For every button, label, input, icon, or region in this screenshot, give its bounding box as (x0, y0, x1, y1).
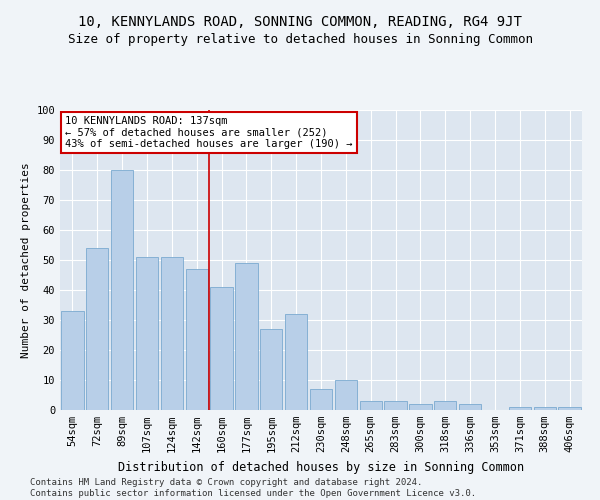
Bar (161, 257, 183, 410)
Bar (260, 329, 283, 410)
Bar (409, 404, 431, 410)
Bar (559, 407, 581, 410)
Bar (136, 257, 158, 410)
Bar (335, 380, 357, 410)
Bar (86, 248, 109, 410)
Text: Size of property relative to detached houses in Sonning Common: Size of property relative to detached ho… (67, 32, 533, 46)
Text: 10, KENNYLANDS ROAD, SONNING COMMON, READING, RG4 9JT: 10, KENNYLANDS ROAD, SONNING COMMON, REA… (78, 15, 522, 29)
Bar (61, 311, 83, 410)
Bar (385, 401, 407, 410)
Bar (185, 269, 208, 410)
Bar (509, 407, 531, 410)
Bar (533, 407, 556, 410)
Bar (359, 401, 382, 410)
Bar (434, 401, 457, 410)
Bar (310, 389, 332, 410)
Bar (211, 287, 233, 410)
X-axis label: Distribution of detached houses by size in Sonning Common: Distribution of detached houses by size … (118, 460, 524, 473)
Text: Contains HM Land Registry data © Crown copyright and database right 2024.
Contai: Contains HM Land Registry data © Crown c… (30, 478, 476, 498)
Bar (235, 263, 257, 410)
Text: 10 KENNYLANDS ROAD: 137sqm
← 57% of detached houses are smaller (252)
43% of sem: 10 KENNYLANDS ROAD: 137sqm ← 57% of deta… (65, 116, 353, 149)
Bar (111, 170, 133, 410)
Bar (459, 404, 481, 410)
Bar (285, 314, 307, 410)
Y-axis label: Number of detached properties: Number of detached properties (21, 162, 31, 358)
